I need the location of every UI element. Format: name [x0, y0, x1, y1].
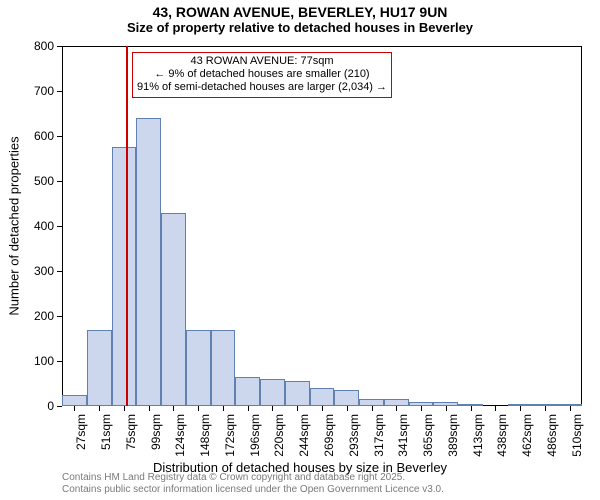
x-tick [421, 406, 422, 411]
y-tick [57, 406, 62, 407]
y-tick-label: 500 [0, 174, 54, 188]
bar [235, 377, 260, 406]
y-tick-label: 600 [0, 129, 54, 143]
x-tick [347, 406, 348, 411]
x-tick [74, 406, 75, 411]
bar [136, 118, 161, 406]
x-tick [99, 406, 100, 411]
chart-title: 43, ROWAN AVENUE, BEVERLEY, HU17 9UN Siz… [0, 4, 600, 35]
x-tick [570, 406, 571, 411]
y-tick-label: 400 [0, 219, 54, 233]
bar [161, 213, 186, 407]
x-tick [173, 406, 174, 411]
bar [62, 395, 87, 406]
x-tick [520, 406, 521, 411]
annotation-line-1: 43 ROWAN AVENUE: 77sqm [137, 55, 387, 68]
footer-line-1: Contains HM Land Registry data © Crown c… [62, 472, 444, 484]
x-tick [297, 406, 298, 411]
bar [260, 379, 285, 406]
bar [384, 399, 409, 406]
y-tick-label: 100 [0, 354, 54, 368]
footer: Contains HM Land Registry data © Crown c… [62, 472, 444, 496]
y-tick-label: 0 [0, 399, 54, 413]
x-tick [446, 406, 447, 411]
chart-container: 43, ROWAN AVENUE, BEVERLEY, HU17 9UN Siz… [0, 0, 600, 500]
x-tick [545, 406, 546, 411]
footer-line-2: Contains public sector information licen… [62, 484, 444, 496]
bar [285, 381, 310, 406]
annotation-box: 43 ROWAN AVENUE: 77sqm ← 9% of detached … [132, 52, 392, 98]
bars-group [62, 46, 582, 406]
bar [87, 330, 112, 407]
y-tick-label: 800 [0, 39, 54, 53]
title-line-2: Size of property relative to detached ho… [0, 20, 600, 35]
x-tick [372, 406, 373, 411]
x-tick [272, 406, 273, 411]
y-tick-label: 700 [0, 84, 54, 98]
y-tick-label: 200 [0, 309, 54, 323]
title-line-1: 43, ROWAN AVENUE, BEVERLEY, HU17 9UN [0, 4, 600, 20]
x-tick [471, 406, 472, 411]
bar [186, 330, 211, 407]
y-tick-label: 300 [0, 264, 54, 278]
x-tick [396, 406, 397, 411]
x-tick [248, 406, 249, 411]
x-tick [322, 406, 323, 411]
bar [359, 399, 384, 406]
annotation-line-3: 91% of semi-detached houses are larger (… [137, 81, 387, 94]
annotation-line-2: ← 9% of detached houses are smaller (210… [137, 68, 387, 81]
marker-line [126, 46, 128, 406]
x-tick [495, 406, 496, 411]
x-tick [223, 406, 224, 411]
x-tick [124, 406, 125, 411]
bar [334, 390, 359, 406]
bar [310, 388, 335, 406]
plot-area: 43 ROWAN AVENUE: 77sqm ← 9% of detached … [62, 46, 582, 406]
x-tick [149, 406, 150, 411]
x-tick [198, 406, 199, 411]
bar [211, 330, 236, 407]
bar [112, 147, 137, 406]
